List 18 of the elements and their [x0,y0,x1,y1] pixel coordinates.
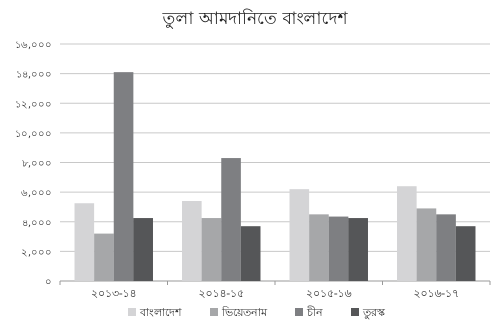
legend-label: তুরস্ক [362,306,386,319]
y-tick-label: ৬,০০০ [20,188,52,200]
legend-label: বাংলাদেশ [139,306,182,319]
y-tick-label: ৮,০০০ [22,158,52,170]
x-tick-label: ২০১৫-১৬ [306,287,352,300]
y-tick-label: ৪,০০০ [22,218,52,229]
x-tick-label: ২০১৪-১৫ [198,287,244,300]
y-tick-label: ১৬,০০০ [14,40,52,51]
y-tick-label: ১০,০০০ [14,128,52,140]
legend-label: ভিয়েতনাম [221,306,268,319]
y-tick-label: ২,০০০ [20,247,52,258]
y-tick-label: ১২,০০০ [14,99,52,110]
title: তুলা আমদানিতে বাংলাদেশ [162,9,348,29]
y-tick-label: ১৪,০০০ [16,70,52,81]
y-tick-label: ০ [45,277,52,288]
x-tick-label: ২০১৩-১৪ [90,287,137,300]
x-tick-label: ২০১৬-১৭ [413,287,460,300]
legend-label: চীন [306,306,323,319]
